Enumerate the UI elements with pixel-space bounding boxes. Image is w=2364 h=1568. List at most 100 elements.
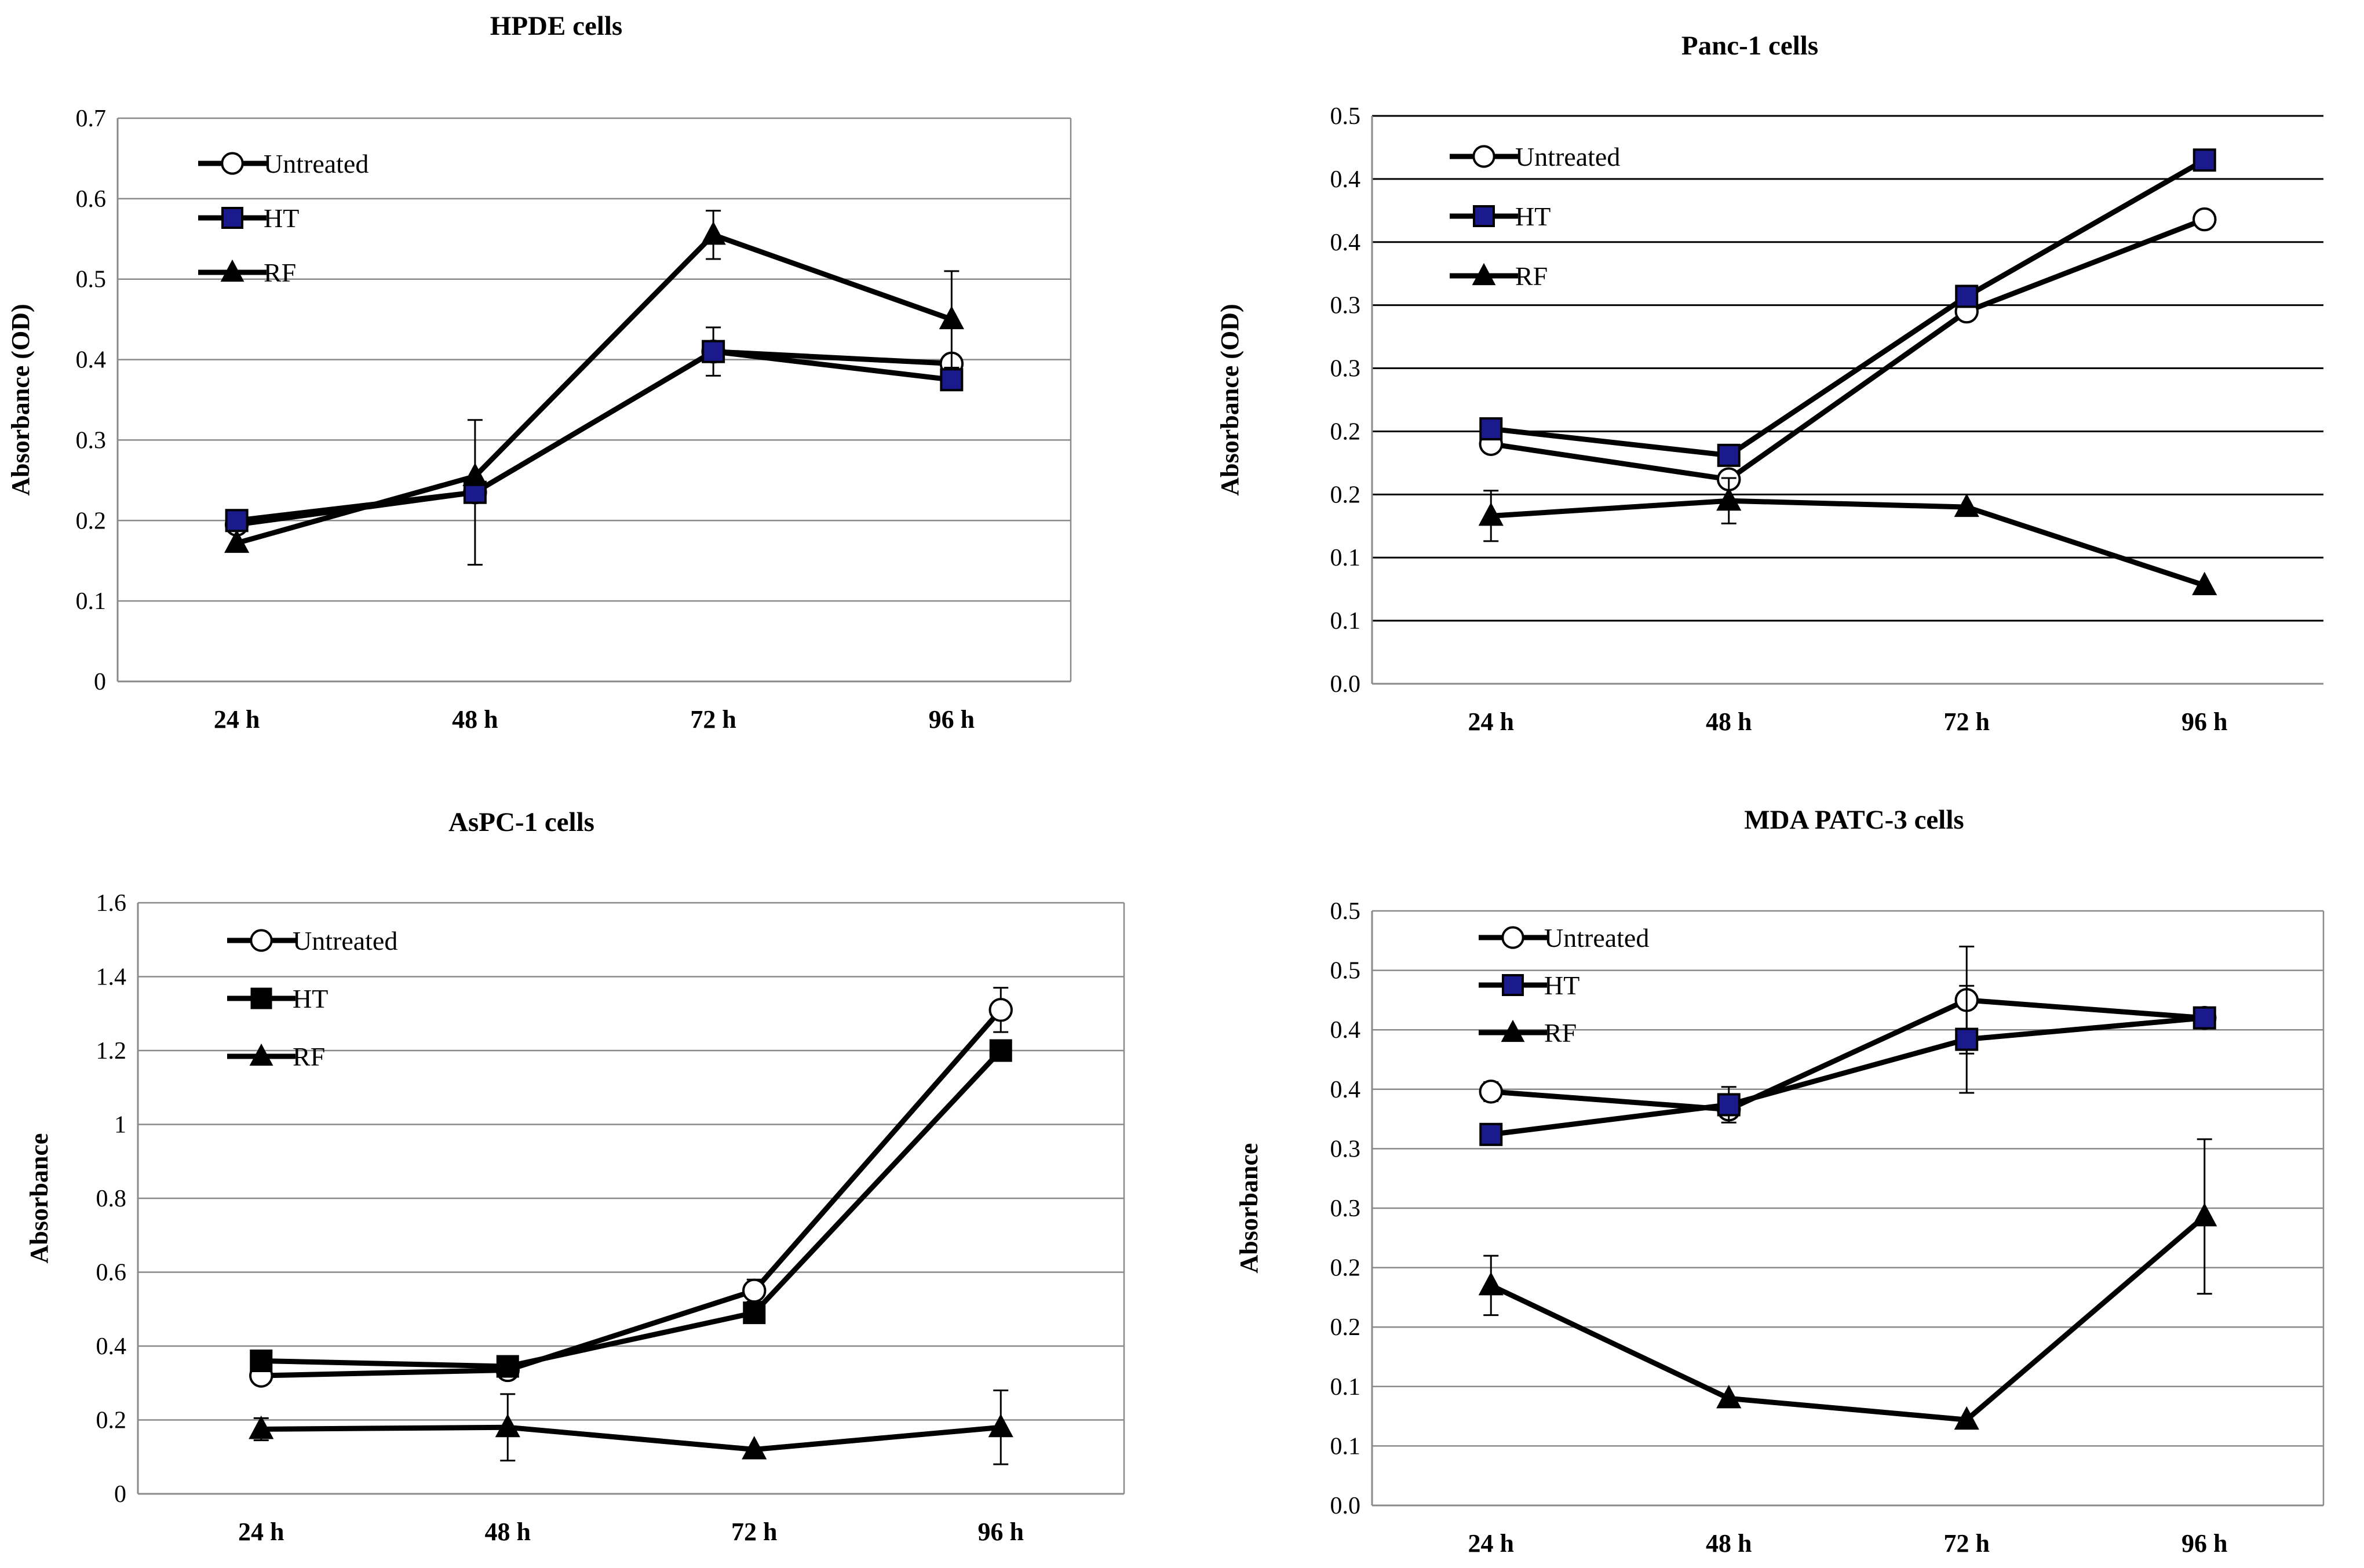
legend-label: RF <box>293 1042 325 1071</box>
data-point <box>1955 285 1979 308</box>
series-untreated <box>1479 946 2217 1122</box>
data-point <box>988 998 1013 1022</box>
legend-marker <box>250 987 272 1009</box>
data-point <box>2192 148 2216 172</box>
data-point <box>1954 493 1979 517</box>
data-point <box>462 462 488 486</box>
y-tick-label: 0.4 <box>1330 166 1361 193</box>
legend-label: HT <box>293 984 328 1013</box>
y-tick-label: 0.3 <box>1330 293 1361 319</box>
y-tick-label: 0.4 <box>76 347 107 374</box>
data-point <box>702 340 725 363</box>
y-tick-label: 0.4 <box>1330 229 1361 256</box>
data-point <box>2192 207 2217 232</box>
y-tick-label: 0.3 <box>1330 1136 1361 1162</box>
series-line <box>261 1048 1003 1369</box>
data-point <box>250 1350 273 1372</box>
y-tick-label: 0.2 <box>1330 482 1361 508</box>
data-point <box>1479 1122 1503 1146</box>
data-point <box>225 509 249 533</box>
x-tick-label: 96 h <box>2181 708 2227 736</box>
chart-panel-2: 0.0 0.1 0.1 0.2 0.2 0.3 0.3 0.4 0.4 0.5 24 h 48 h 72… <box>1216 31 2323 736</box>
series-untreated <box>249 987 1013 1388</box>
x-tick-label: 48 h <box>485 1518 531 1546</box>
data-point <box>1717 443 1741 467</box>
x-tick-label: 24 h <box>1468 708 1514 736</box>
data-point <box>249 1416 274 1439</box>
y-tick-label: 0.4 <box>1330 1017 1361 1044</box>
y-tick-label: 0.4 <box>1330 1077 1361 1103</box>
chart-title: HPDE cells <box>490 11 622 41</box>
chart-panel-3: 0 0.2 0.4 0.6 0.8 1 1.2 1.4 1.6 24 h 48 h 72 h 96 h A… <box>25 807 1125 1546</box>
series-ht <box>1479 984 2216 1146</box>
legend-marker <box>1501 1019 1525 1042</box>
data-point <box>2192 1006 2216 1030</box>
y-tick-label: 1 <box>114 1112 126 1139</box>
legend-marker <box>249 1043 273 1066</box>
series-untreated <box>224 326 964 566</box>
x-tick-label: 72 h <box>731 1518 777 1546</box>
x-tick-label: 96 h <box>929 705 975 734</box>
y-tick-label: 0.3 <box>1330 1195 1361 1222</box>
data-point <box>496 1355 519 1378</box>
data-point <box>1954 1406 1979 1430</box>
legend-marker <box>1472 145 1495 168</box>
data-point <box>1716 1384 1742 1409</box>
y-tick-label: 0.2 <box>1330 1314 1361 1341</box>
y-tick-label: 0 <box>114 1481 126 1508</box>
data-point <box>701 221 726 245</box>
legend: Untreated HT RF <box>1479 923 1649 1048</box>
data-point <box>1478 502 1504 526</box>
series-line <box>1490 498 2206 588</box>
legend-label: HT <box>1515 202 1551 231</box>
series-line <box>1490 997 2205 1113</box>
legend-marker <box>220 259 245 282</box>
data-point <box>1479 417 1503 441</box>
x-tick-label: 72 h <box>1944 708 1990 736</box>
y-axis-label: Absorbance (OD) <box>1216 304 1244 495</box>
data-point <box>988 1413 1013 1438</box>
data-point <box>1717 1093 1741 1117</box>
series-line <box>236 349 952 523</box>
x-tick-label: 72 h <box>690 705 736 734</box>
y-tick-label: 0.1 <box>1330 1374 1361 1401</box>
y-axis-label: Absorbance <box>25 1133 53 1264</box>
y-tick-label: 1.4 <box>96 964 127 991</box>
y-tick-label: 0.7 <box>76 105 107 132</box>
chart-panel-1: 0 0.1 0.2 0.3 0.4 0.5 0.6 0.7 24 h 48 h 72 h 96 h HP… <box>6 11 1072 734</box>
data-point <box>224 529 250 553</box>
series-rf <box>1478 477 2217 596</box>
data-point <box>2192 1202 2217 1227</box>
legend-marker <box>1502 974 1524 996</box>
series-ht <box>1479 148 2216 467</box>
y-tick-label: 0.6 <box>96 1260 127 1286</box>
x-tick-label: 48 h <box>1706 1529 1752 1558</box>
data-point <box>495 1413 520 1438</box>
series-untreated <box>1479 207 2217 491</box>
legend-label: Untreated <box>1515 142 1620 172</box>
series-line <box>1490 1015 2205 1137</box>
legend-label: HT <box>1544 971 1579 1000</box>
legend: Untreated HT RF <box>227 926 397 1071</box>
x-tick-label: 48 h <box>1706 708 1752 736</box>
y-tick-label: 0.2 <box>1330 1255 1361 1282</box>
legend-label: RF <box>264 258 296 287</box>
legend-marker <box>1473 205 1495 227</box>
data-point <box>742 1278 767 1303</box>
y-tick-label: 0.2 <box>76 508 107 534</box>
legend-label: RF <box>1515 261 1548 291</box>
legend-label: HT <box>264 203 299 233</box>
legend-marker <box>1501 926 1524 949</box>
y-tick-label: 0.5 <box>1330 958 1361 984</box>
legend-label: Untreated <box>293 926 397 956</box>
y-tick-label: 0.1 <box>1330 608 1361 635</box>
legend-marker <box>221 152 244 175</box>
y-tick-label: 0.0 <box>1330 671 1361 698</box>
data-point <box>940 368 964 392</box>
x-tick-label: 24 h <box>1468 1529 1514 1558</box>
series-line <box>1490 1214 2206 1423</box>
x-tick-label: 96 h <box>2181 1529 2227 1558</box>
series-line <box>1490 158 2206 458</box>
data-point <box>1479 1080 1503 1104</box>
